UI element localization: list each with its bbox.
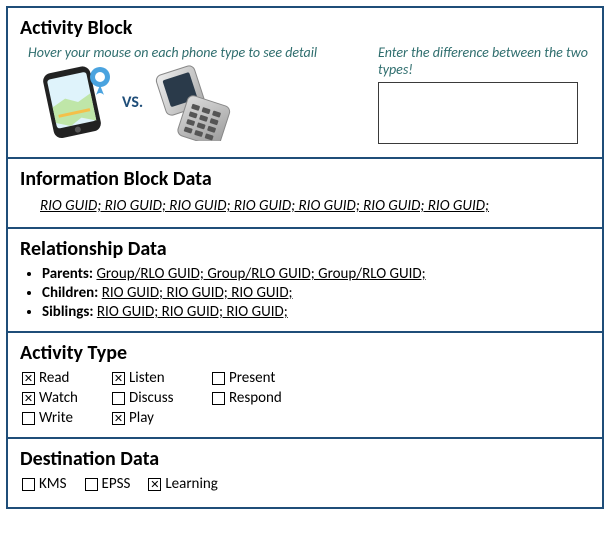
activity-block-section: Activity Block Hover your mouse on each … bbox=[8, 8, 602, 159]
destination-section: Destination Data KMS EPSS Learning bbox=[8, 439, 602, 507]
hover-instruction: Hover your mouse on each phone type to s… bbox=[28, 44, 370, 61]
phone-comparison: VS. bbox=[28, 63, 370, 141]
smartphone-icon[interactable] bbox=[28, 63, 118, 141]
activity-block-heading: Activity Block bbox=[20, 16, 590, 40]
activity-type-section: Activity Type Read Listen Present Watch … bbox=[8, 333, 602, 439]
info-guid-list: RIO GUID; RIO GUID; RIO GUID; RIO GUID; … bbox=[40, 197, 590, 215]
checkbox-discuss[interactable]: Discuss bbox=[112, 389, 212, 407]
checkbox-watch[interactable]: Watch bbox=[22, 389, 112, 407]
vs-label: VS. bbox=[122, 93, 143, 112]
checkbox-epss[interactable]: EPSS bbox=[85, 475, 131, 493]
siblings-value: RIO GUID; RIO GUID; RIO GUID; bbox=[97, 303, 288, 321]
flip-phone-icon[interactable] bbox=[147, 63, 247, 141]
relationship-parents: Parents: Group/RLO GUID; Group/RLO GUID;… bbox=[42, 265, 590, 283]
children-value: RIO GUID; RIO GUID; RIO GUID; bbox=[102, 284, 293, 302]
relationship-section: Relationship Data Parents: Group/RLO GUI… bbox=[8, 229, 602, 333]
info-block-heading: Information Block Data bbox=[20, 167, 590, 191]
parents-value: Group/RLO GUID; Group/RLO GUID; Group/RL… bbox=[96, 265, 425, 283]
checkbox-kms[interactable]: KMS bbox=[22, 475, 67, 493]
checkbox-read[interactable]: Read bbox=[22, 369, 112, 387]
info-block-section: Information Block Data RIO GUID; RIO GUI… bbox=[8, 159, 602, 229]
siblings-label: Siblings: bbox=[42, 303, 93, 321]
relationship-siblings: Siblings: RIO GUID; RIO GUID; RIO GUID; bbox=[42, 303, 590, 321]
relationship-children: Children: RIO GUID; RIO GUID; RIO GUID; bbox=[42, 284, 590, 302]
parents-label: Parents: bbox=[42, 265, 93, 283]
document-frame: Activity Block Hover your mouse on each … bbox=[6, 6, 604, 509]
checkbox-listen[interactable]: Listen bbox=[112, 369, 212, 387]
activity-type-heading: Activity Type bbox=[20, 341, 590, 365]
destination-heading: Destination Data bbox=[20, 447, 590, 471]
checkbox-write[interactable]: Write bbox=[22, 409, 112, 427]
checkbox-present[interactable]: Present bbox=[212, 369, 312, 387]
children-label: Children: bbox=[42, 284, 98, 302]
checkbox-play[interactable]: Play bbox=[112, 409, 212, 427]
difference-input[interactable] bbox=[378, 82, 578, 144]
relationship-heading: Relationship Data bbox=[20, 237, 590, 261]
enter-instruction: Enter the difference between the two typ… bbox=[378, 44, 590, 78]
checkbox-learning[interactable]: Learning bbox=[148, 475, 217, 493]
checkbox-respond[interactable]: Respond bbox=[212, 389, 312, 407]
relationship-list: Parents: Group/RLO GUID; Group/RLO GUID;… bbox=[42, 265, 590, 321]
